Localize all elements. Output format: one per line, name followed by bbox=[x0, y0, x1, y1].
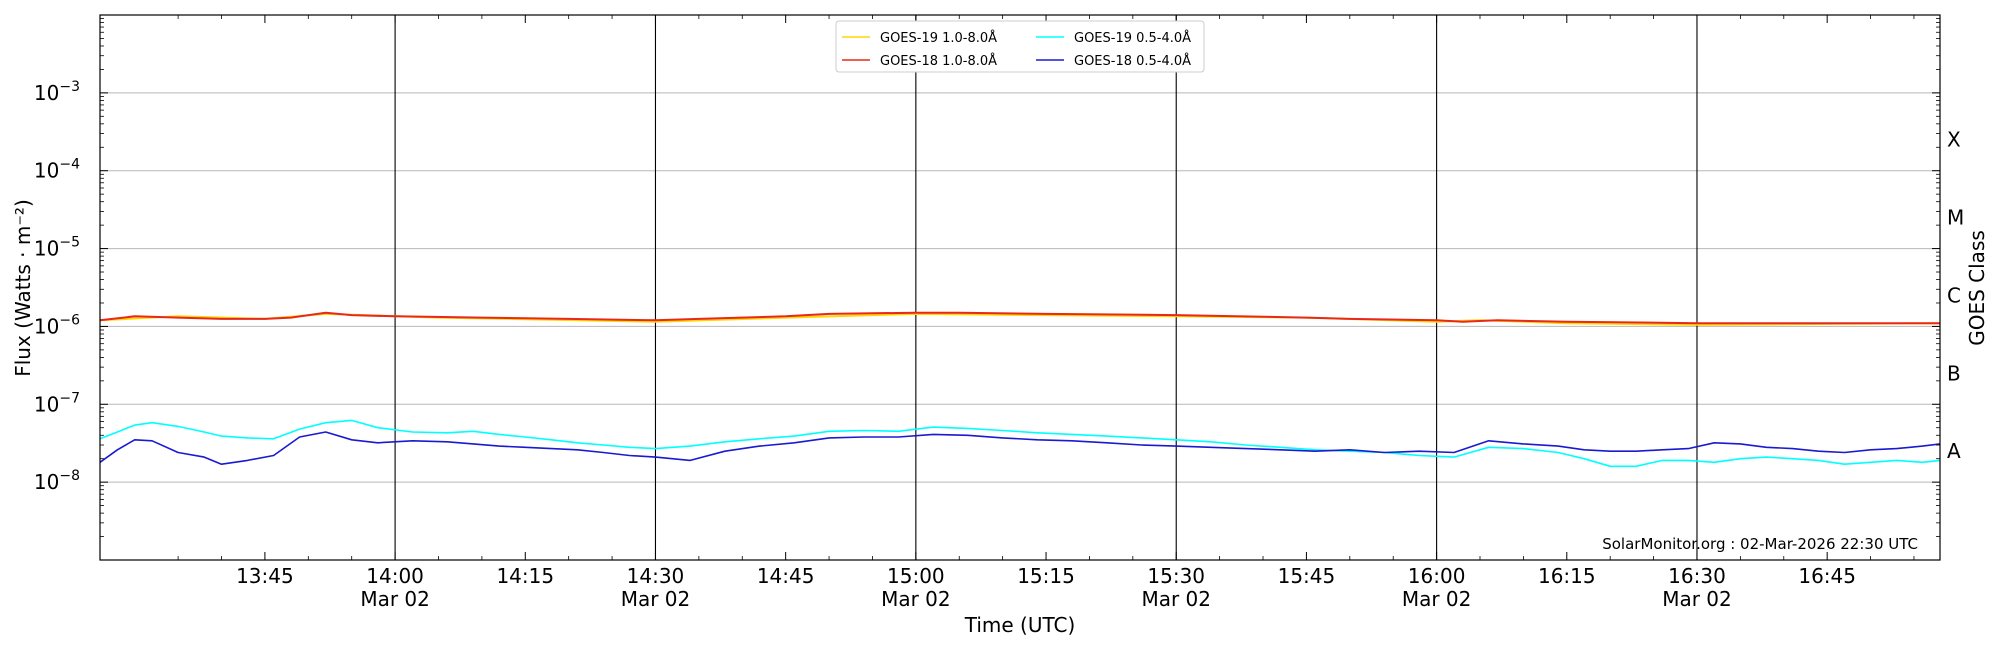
x-tick-date-label: Mar 02 bbox=[1141, 587, 1211, 611]
goes-class-label: M bbox=[1947, 206, 1964, 230]
x-tick-date-label: Mar 02 bbox=[1662, 587, 1732, 611]
x-tick-label: 16:00 bbox=[1408, 564, 1466, 588]
goes-class-label: C bbox=[1947, 283, 1961, 307]
goes-class-label: X bbox=[1947, 128, 1961, 152]
series-line-3 bbox=[99, 431, 1941, 466]
x-tick-label: 16:45 bbox=[1798, 564, 1856, 588]
y-tick-labels: 10−8 10−7 10−6 10−5 10−4 10−3 bbox=[34, 79, 80, 494]
grid-lines bbox=[100, 92, 1940, 483]
legend-label-goes19-long: GOES-19 1.0-8.0Å bbox=[880, 30, 997, 46]
x-tick-label: 16:15 bbox=[1538, 564, 1596, 588]
x-axis-title: Time (UTC) bbox=[964, 613, 1076, 637]
x-tick-date-label: Mar 02 bbox=[881, 587, 951, 611]
axis-ticks bbox=[100, 15, 1940, 560]
goes-class-label: B bbox=[1947, 361, 1961, 385]
x-tick-label: 15:45 bbox=[1278, 564, 1336, 588]
x-tick-label: 14:30 bbox=[627, 564, 685, 588]
x-tick-label: 15:30 bbox=[1147, 564, 1205, 588]
x-tick-label: 16:30 bbox=[1668, 564, 1726, 588]
legend: GOES-19 1.0-8.0Å GOES-18 1.0-8.0Å GOES-1… bbox=[835, 20, 1205, 73]
legend-label-goes18-short: GOES-18 0.5-4.0Å bbox=[1074, 53, 1191, 69]
x-tick-label: 14:15 bbox=[496, 564, 554, 588]
x-tick-date-label: Mar 02 bbox=[360, 587, 430, 611]
x-tick-label: 14:45 bbox=[757, 564, 815, 588]
y-tick-label: 10−8 bbox=[34, 468, 80, 494]
y-tick-label: 10−5 bbox=[34, 235, 80, 261]
y-tick-label: 10−6 bbox=[34, 312, 80, 338]
y-tick-label: 10−4 bbox=[34, 157, 80, 183]
goes-class-label: A bbox=[1947, 439, 1961, 463]
goes-class-labels: A B C M X bbox=[1947, 128, 1964, 463]
credit-text: SolarMonitor.org : 02-Mar-2026 22:30 UTC bbox=[1602, 535, 1918, 553]
x-tick-label: 15:00 bbox=[887, 564, 945, 588]
legend-label-goes19-short: GOES-19 0.5-4.0Å bbox=[1074, 30, 1191, 46]
plot-frame bbox=[99, 14, 1941, 561]
x-tick-label: 13:45 bbox=[236, 564, 294, 588]
x-tick-date-label: Mar 02 bbox=[621, 587, 691, 611]
x-tick-label: 15:15 bbox=[1017, 564, 1075, 588]
day-marker-lines bbox=[394, 15, 1698, 560]
legend-box bbox=[835, 20, 1205, 73]
y2-axis-title: GOES Class bbox=[1965, 230, 1989, 346]
x-tick-date-label: Mar 02 bbox=[1402, 587, 1472, 611]
series-line-1 bbox=[99, 311, 1940, 325]
x-tick-label: 14:00 bbox=[366, 564, 424, 588]
series-line-2 bbox=[99, 419, 1941, 468]
y-axis-title: Flux (Watts · m⁻²) bbox=[11, 199, 35, 377]
y-tick-label: 10−3 bbox=[34, 79, 80, 105]
y-tick-label: 10−7 bbox=[34, 390, 80, 416]
legend-label-goes18-long: GOES-18 1.0-8.0Å bbox=[880, 53, 997, 69]
series-lines bbox=[99, 311, 1941, 468]
